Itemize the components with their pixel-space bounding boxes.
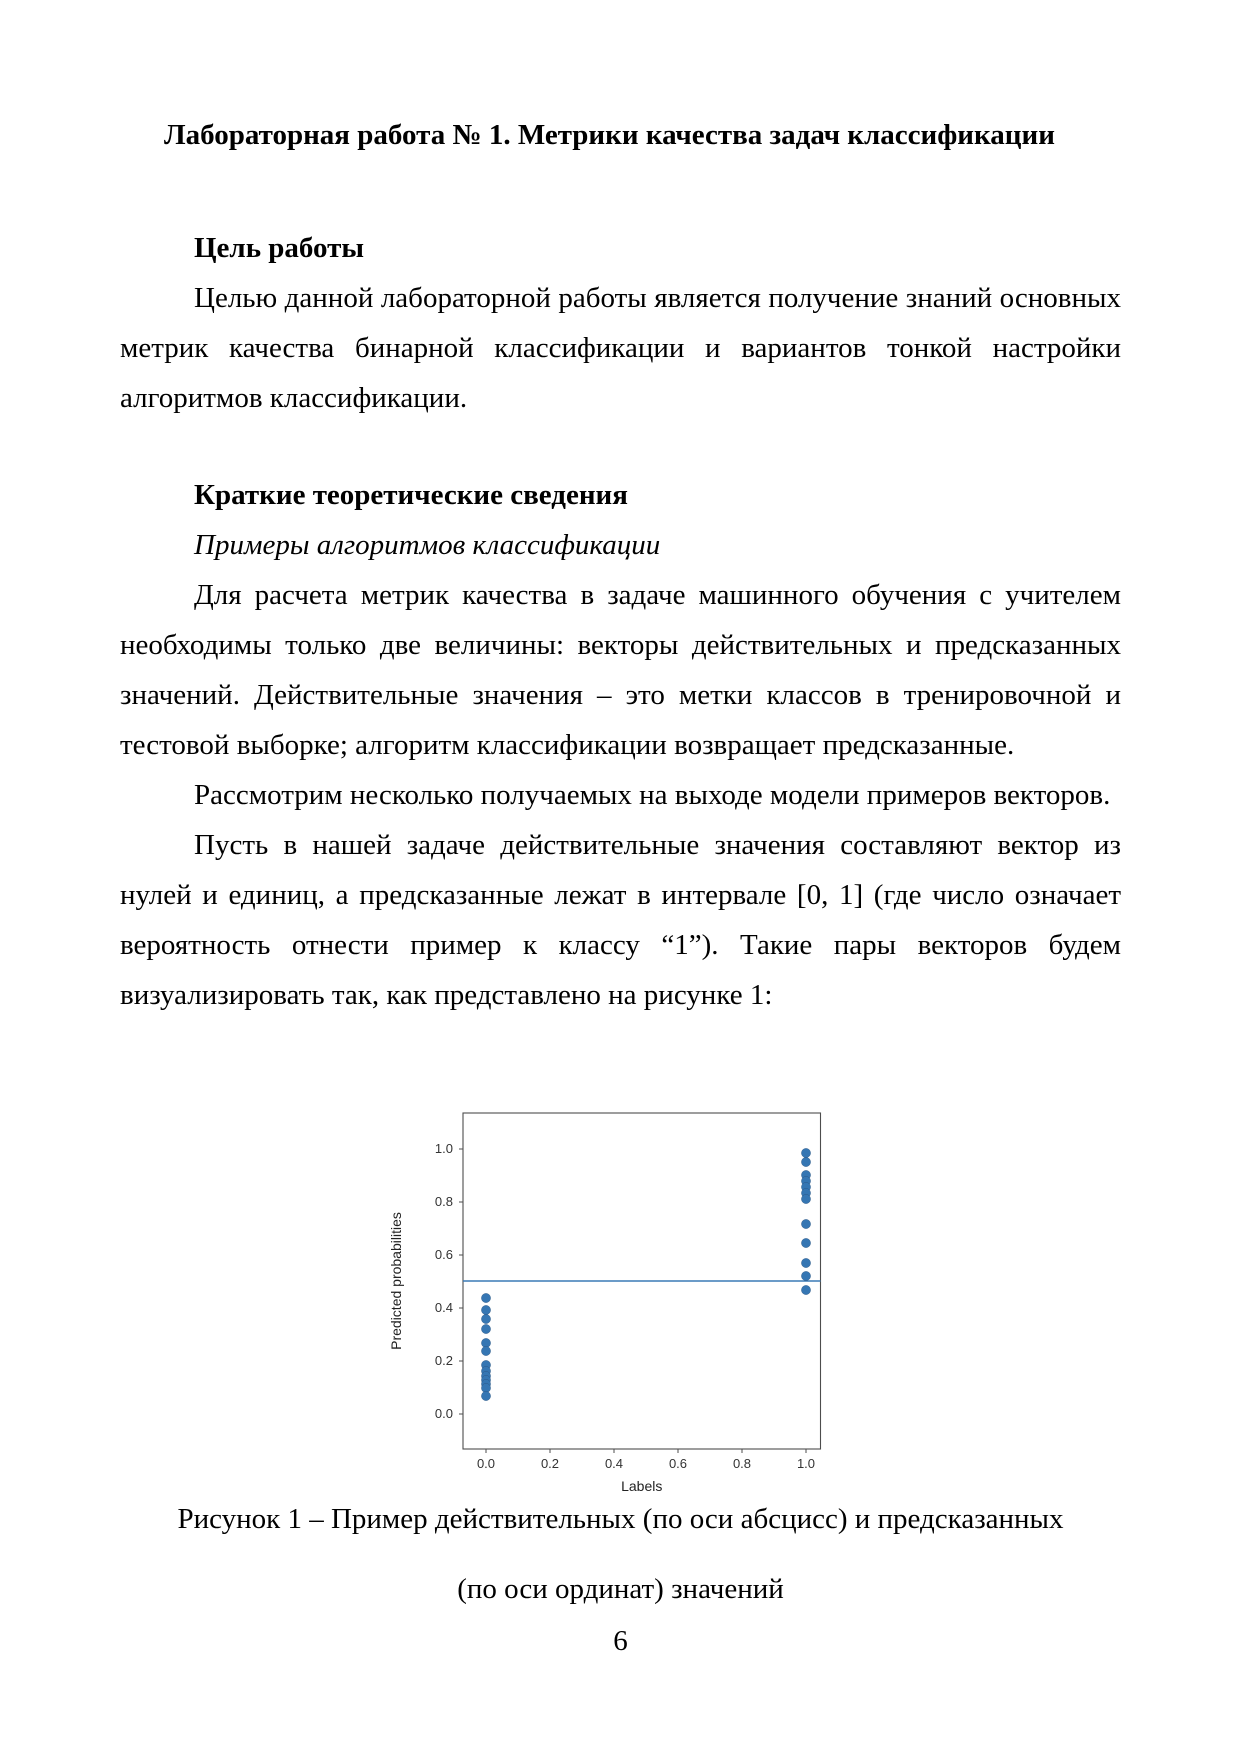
svg-text:0.2: 0.2 bbox=[540, 1456, 558, 1471]
svg-text:0.6: 0.6 bbox=[434, 1247, 452, 1262]
svg-text:0.8: 0.8 bbox=[434, 1194, 452, 1209]
svg-text:0.0: 0.0 bbox=[434, 1406, 452, 1421]
svg-text:0.4: 0.4 bbox=[604, 1456, 622, 1471]
svg-text:1.0: 1.0 bbox=[434, 1141, 452, 1156]
svg-text:0.4: 0.4 bbox=[434, 1300, 452, 1315]
svg-text:0.0: 0.0 bbox=[476, 1456, 494, 1471]
svg-text:0.2: 0.2 bbox=[434, 1353, 452, 1368]
svg-text:0.6: 0.6 bbox=[668, 1456, 686, 1471]
svg-text:Labels: Labels bbox=[621, 1478, 662, 1494]
svg-text:1.0: 1.0 bbox=[796, 1456, 814, 1471]
svg-text:Predicted probabilities: Predicted probabilities bbox=[388, 1212, 404, 1350]
svg-text:0.8: 0.8 bbox=[732, 1456, 750, 1471]
